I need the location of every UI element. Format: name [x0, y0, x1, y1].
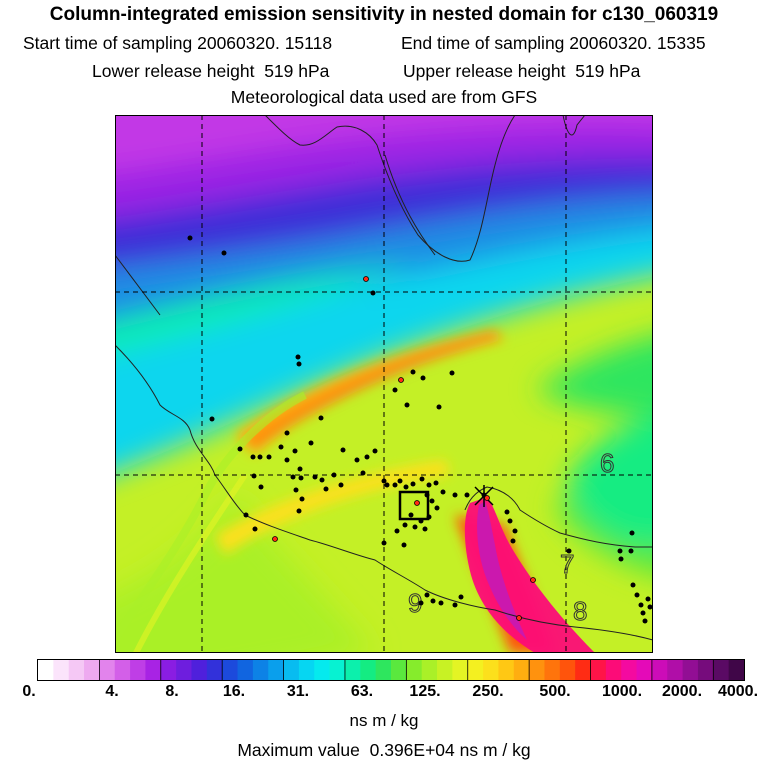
maximum-value: Maximum value 0.396E+04 ns m / kg	[0, 740, 768, 761]
colorbar-swatch	[697, 660, 714, 680]
colorbar-swatch	[298, 660, 315, 680]
colorbar-swatch	[329, 660, 346, 680]
colorbar-swatch	[667, 660, 684, 680]
colorbar-swatch	[145, 660, 162, 680]
colorbar-swatch	[498, 660, 515, 680]
colorbar-swatch	[160, 660, 177, 680]
tick-label: 4.	[105, 683, 119, 700]
receptor-box	[398, 490, 430, 521]
colorbar-swatch	[559, 660, 576, 680]
highlighted-points	[272, 276, 536, 621]
colorbar-swatch	[452, 660, 469, 680]
start-time: Start time of sampling 20060320. 15118	[23, 33, 332, 54]
colorbar-swatch	[437, 660, 453, 680]
tick-label: 63.	[350, 683, 374, 700]
start-time-label: Start time of sampling	[23, 33, 193, 53]
map-frame	[115, 115, 653, 653]
colorbar-swatch	[68, 660, 85, 680]
tick-label: 125.	[409, 683, 441, 700]
colorbar-units: ns m / kg	[349, 711, 419, 730]
contour-label-8: 8	[573, 596, 587, 626]
colorbar-swatch	[406, 660, 423, 680]
end-time-label: End time of sampling	[401, 33, 565, 53]
lower-height-label: Lower release height	[92, 61, 255, 81]
colorbar-swatch	[84, 660, 100, 680]
colorbar-swatch	[575, 660, 592, 680]
colorbar-swatch	[529, 660, 546, 680]
colorbar-swatch	[283, 660, 300, 680]
tick-label: 4000.	[717, 683, 759, 700]
lower-release-height: Lower release height 519 hPa	[92, 61, 329, 82]
upper-height-value: 519 hPa	[575, 61, 641, 81]
contour-label-9: 9	[408, 588, 422, 618]
colorbar-swatch	[605, 660, 622, 680]
tick-label: 16.	[222, 683, 246, 700]
colorbar-swatch	[391, 660, 407, 680]
colorbar-swatch	[713, 660, 730, 680]
colorbar-swatch	[53, 660, 70, 680]
colorbar-swatch	[651, 660, 668, 680]
tick-label: 31.	[286, 683, 310, 700]
colorbar-swatch	[421, 660, 438, 680]
end-time: End time of sampling 20060320. 15335	[401, 33, 706, 54]
upper-release-height: Upper release height 519 hPa	[403, 61, 640, 82]
contour-label-7: 7	[560, 549, 574, 579]
colorbar-swatch	[191, 660, 208, 680]
colorbar-swatch	[375, 660, 392, 680]
tick-label: 8.	[165, 683, 179, 700]
maximum-value-label: Maximum value	[237, 740, 360, 760]
colorbar-swatch	[206, 660, 223, 680]
colorbar-swatch	[176, 660, 193, 680]
colorbar-swatch	[114, 660, 131, 680]
colorbar-swatch	[590, 660, 607, 680]
colorbar-swatch	[636, 660, 653, 680]
colorbar-swatch	[314, 660, 331, 680]
colorbar-swatch	[513, 660, 530, 680]
colorbar-frame	[37, 659, 745, 681]
colorbar-swatch	[360, 660, 377, 680]
tick-label: 2000.	[661, 683, 703, 700]
start-time-value: 20060320. 15118	[197, 33, 333, 53]
colorbar-swatch	[728, 660, 745, 680]
colorbar-swatch	[99, 660, 116, 680]
end-time-value: 20060320. 15335	[569, 33, 706, 53]
colorbar-swatch	[344, 660, 361, 680]
colorbar-swatch	[38, 660, 54, 680]
maximum-value-number: 0.396E+04 ns m / kg	[369, 740, 531, 760]
coastlines	[115, 115, 653, 641]
contour-labels: 6 7 8 9	[408, 448, 615, 627]
tick-label: 250.	[472, 683, 504, 700]
tick-label: 0.	[22, 683, 36, 700]
lower-height-value: 519 hPa	[264, 61, 330, 81]
colorbar-swatch	[682, 660, 699, 680]
colorbar-swatch	[467, 660, 484, 680]
colorbar-swatch	[544, 660, 561, 680]
tick-label: 1000.	[601, 683, 643, 700]
upper-height-label: Upper release height	[403, 61, 566, 81]
colorbar-swatch	[621, 660, 638, 680]
colorbar-swatch	[252, 660, 269, 680]
colorbar-swatch	[237, 660, 254, 680]
plot-title: Column-integrated emission sensitivity i…	[49, 4, 719, 25]
met-data-note: Meteorological data used are from GFS	[230, 87, 538, 107]
colorbar-swatch	[130, 660, 147, 680]
colorbar	[37, 659, 745, 681]
colorbar-swatch	[222, 660, 239, 680]
sensitivity-map: 6 7 8 9	[115, 115, 653, 653]
tick-label: 500.	[539, 683, 571, 700]
contour-label-6: 6	[600, 448, 614, 478]
colorbar-swatch	[483, 660, 500, 680]
colorbar-swatch	[268, 660, 285, 680]
